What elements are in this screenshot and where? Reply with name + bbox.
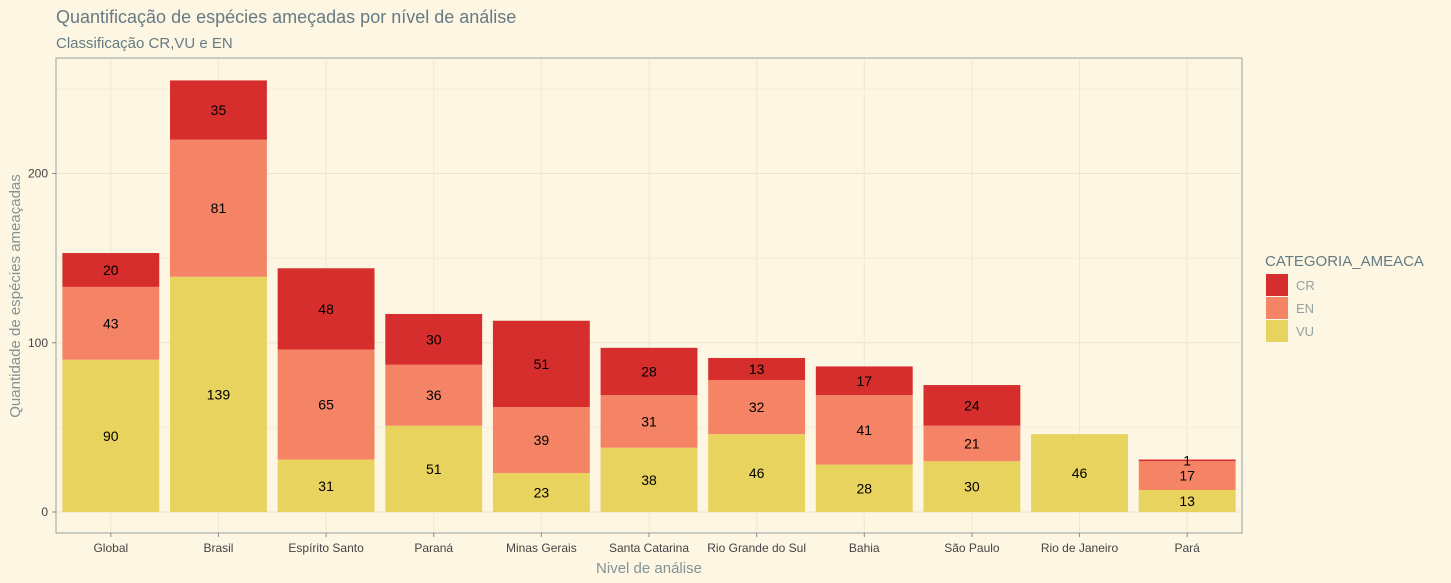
bar-minas-gerais-en — [492, 407, 590, 474]
bar-label-rio-grande-do-sul-cr: 13 — [749, 361, 765, 377]
legend-items: CR EN VU — [1266, 274, 1315, 342]
x-tick-label-rio-de-janeiro: Rio de Janeiro — [1041, 541, 1119, 555]
bar-global-cr — [62, 253, 160, 287]
y-axis-title: Quantidade de espécies ameaçadas — [7, 174, 24, 418]
x-tick-label-espirito-santo: Espírito Santo — [288, 541, 364, 555]
x-axis: Global Brasil Espírito Santo Paraná Minas Ge… — [93, 533, 1200, 555]
x-tick-label-global: Global — [93, 541, 128, 555]
bar-label-espirito-santo-cr: 48 — [318, 301, 334, 317]
x-tick-label-brasil: Brasil — [203, 541, 233, 555]
bar-santa-catarina-vu — [600, 447, 698, 512]
x-tick-label-bahia: Bahia — [849, 541, 880, 555]
bar-label-espirito-santo-vu: 31 — [318, 478, 334, 494]
bar-label-minas-gerais-vu: 23 — [534, 485, 550, 501]
bar-label-santa-catarina-cr: 28 — [641, 364, 657, 380]
bar-sao-paulo-cr — [923, 385, 1021, 426]
bar-label-para-en: 17 — [1179, 468, 1195, 484]
bar-bahia-cr — [815, 366, 913, 396]
chart-title: Quantificação de espécies ameçadas por n… — [56, 7, 516, 27]
bar-label-para-vu: 13 — [1179, 493, 1195, 509]
legend-label-en: EN — [1296, 301, 1314, 316]
bar-parana-vu — [385, 425, 483, 512]
bar-label-parana-cr: 30 — [426, 331, 442, 347]
bar-label-sao-paulo-en: 21 — [964, 435, 980, 451]
bar-brasil-cr — [170, 80, 267, 140]
bar-label-brasil-cr: 35 — [211, 102, 227, 118]
x-tick-label-parana: Paraná — [414, 541, 453, 555]
bar-espirito-santo-vu — [277, 459, 375, 512]
bar-espirito-santo-cr — [277, 268, 375, 350]
x-tick-label-para: Pará — [1175, 541, 1201, 555]
bar-labels: 90 43 20 139 81 35 31 65 48 51 36 30 23 39 51 38 31 28 46 3… — [103, 102, 1195, 509]
legend-label-cr: CR — [1296, 278, 1315, 293]
bar-label-global-cr: 20 — [103, 262, 119, 278]
bar-label-minas-gerais-en: 39 — [534, 432, 550, 448]
y-axis: 0 100 200 — [28, 167, 56, 519]
bar-label-minas-gerais-cr: 51 — [534, 356, 550, 372]
bar-bahia-vu — [815, 464, 913, 512]
bar-label-global-vu: 90 — [103, 428, 119, 444]
bar-label-rio-de-janeiro-vu: 46 — [1072, 465, 1088, 481]
y-tick-label: 100 — [28, 336, 48, 350]
y-tick-label: 0 — [41, 505, 48, 519]
y-tick-label: 200 — [28, 167, 48, 181]
bar-santa-catarina-cr — [600, 347, 698, 396]
bar-brasil-vu — [170, 276, 267, 512]
bar-para-en — [1138, 461, 1236, 490]
x-tick-label-rio-grande-do-sul: Rio Grande do Sul — [707, 541, 806, 555]
legend-title: CATEGORIA_AMEACA — [1265, 253, 1424, 270]
bar-santa-catarina-en — [600, 395, 698, 448]
x-axis-title: Nivel de análise — [596, 560, 702, 577]
x-tick-label-minas-gerais: Minas Gerais — [506, 541, 577, 555]
legend: CATEGORIA_AMEACA CR EN VU — [1265, 253, 1424, 342]
bar-brasil-en — [170, 139, 267, 277]
bar-sao-paulo-vu — [923, 461, 1021, 512]
bar-global-vu — [62, 359, 160, 512]
bar-espirito-santo-en — [277, 349, 375, 460]
bar-label-global-en: 43 — [103, 315, 119, 331]
bar-rio-de-janeiro-vu — [1031, 434, 1128, 512]
legend-swatch-cr — [1266, 274, 1288, 296]
bar-label-espirito-santo-en: 65 — [318, 397, 334, 413]
bar-label-bahia-en: 41 — [856, 422, 872, 438]
bar-label-para-cr: 1 — [1183, 452, 1191, 468]
bar-label-sao-paulo-cr: 24 — [964, 397, 980, 413]
bar-label-bahia-cr: 17 — [856, 373, 872, 389]
legend-swatch-en — [1266, 297, 1288, 319]
bar-global-en — [62, 286, 160, 360]
chart-subtitle: Classificação CR,VU e EN — [56, 35, 233, 52]
bar-sao-paulo-en — [923, 425, 1021, 462]
legend-swatch-vu — [1266, 320, 1288, 342]
bar-label-brasil-vu: 139 — [207, 386, 231, 402]
bar-minas-gerais-cr — [492, 320, 590, 408]
bar-para-vu — [1138, 489, 1236, 512]
bar-para-cr — [1138, 459, 1236, 462]
bar-label-santa-catarina-en: 31 — [641, 413, 657, 429]
bar-parana-cr — [385, 313, 483, 365]
bar-parana-en — [385, 364, 483, 426]
bar-minas-gerais-vu — [492, 473, 590, 512]
x-tick-label-santa-catarina: Santa Catarina — [609, 541, 689, 555]
bars — [62, 80, 1236, 512]
x-tick-label-sao-paulo: São Paulo — [944, 541, 1000, 555]
bar-label-rio-grande-do-sul-en: 32 — [749, 399, 765, 415]
bar-label-parana-vu: 51 — [426, 461, 442, 477]
bar-label-rio-grande-do-sul-vu: 46 — [749, 465, 765, 481]
bar-rio-grande-do-sul-en — [708, 379, 806, 435]
bar-rio-grande-do-sul-cr — [708, 357, 806, 380]
legend-label-vu: VU — [1296, 324, 1314, 339]
bar-label-sao-paulo-vu: 30 — [964, 479, 980, 495]
bar-label-brasil-en: 81 — [211, 200, 227, 216]
bar-label-bahia-vu: 28 — [856, 480, 872, 496]
bar-rio-grande-do-sul-vu — [708, 434, 806, 512]
bar-label-santa-catarina-vu: 38 — [641, 472, 657, 488]
bar-bahia-en — [815, 395, 913, 465]
bar-label-parana-en: 36 — [426, 387, 442, 403]
